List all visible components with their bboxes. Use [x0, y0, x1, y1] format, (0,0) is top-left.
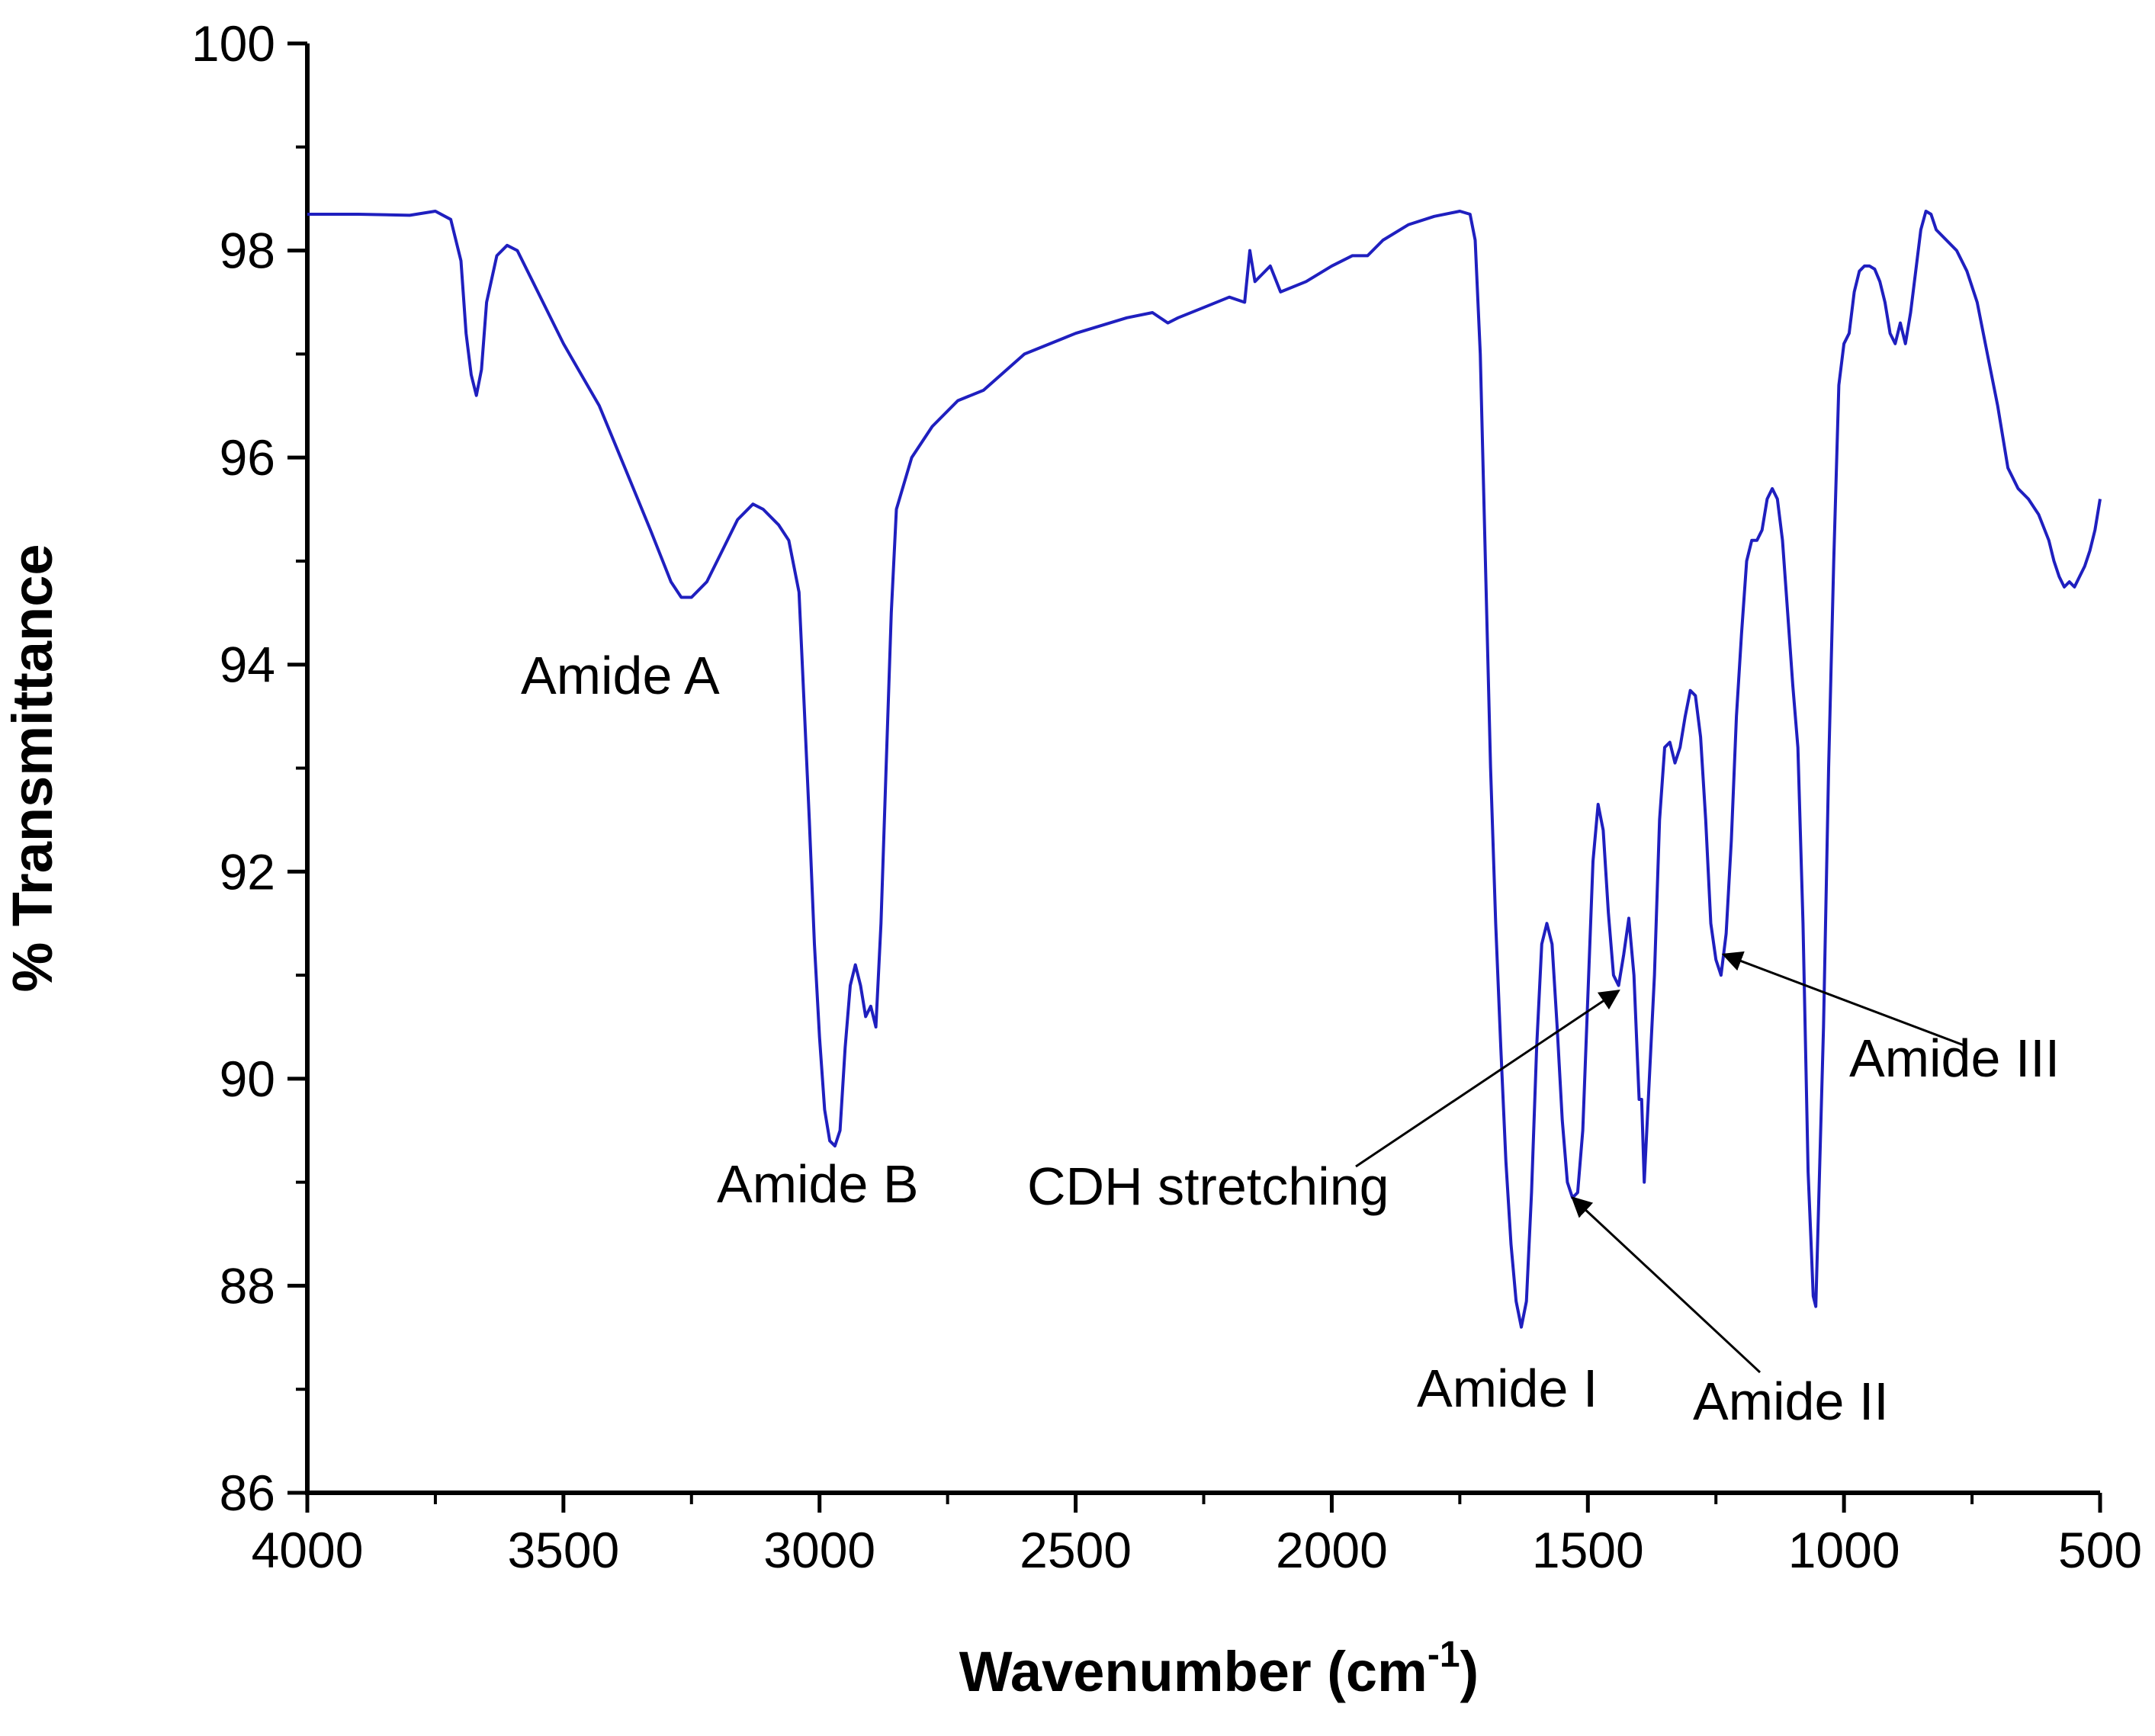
x-tick-label: 1500 [1532, 1522, 1644, 1578]
x-axis-title: Wavenumber (cm-1) [959, 1635, 1479, 1703]
spectrum-line [307, 210, 2102, 1329]
x-tick-label: 3500 [507, 1522, 619, 1578]
x-tick-label: 2500 [1020, 1522, 1132, 1578]
x-tick-label: 1000 [1788, 1522, 1900, 1578]
y-tick-label: 94 [220, 637, 275, 693]
y-tick-label: 92 [220, 843, 275, 900]
annotation-amide-b: Amide B [717, 1154, 919, 1214]
x-tick-label: 4000 [252, 1522, 364, 1578]
y-tick-label: 98 [220, 223, 275, 279]
x-axis-title-main: Wavenumber (cm [959, 1640, 1428, 1703]
y-tick-label: 86 [220, 1465, 275, 1521]
x-tick-label: 3000 [763, 1522, 875, 1578]
y-axis-ticks: 86 88 90 92 94 96 98 100 [191, 15, 307, 1521]
annotation-arrow-cdh-stretching [1355, 989, 1620, 1168]
x-tick-label: 500 [2058, 1522, 2142, 1578]
annotation-amide-ii: Amide II [1693, 1372, 1889, 1431]
annotation-amide-iii: Amide III [1849, 1028, 2060, 1088]
y-tick-label: 88 [220, 1257, 275, 1314]
annotation-amide-i: Amide I [1417, 1359, 1598, 1418]
y-tick-label: 96 [220, 429, 275, 486]
annotation-arrow-amide-iii [1721, 951, 1967, 1048]
x-tick-label: 2000 [1276, 1522, 1388, 1578]
annotation-arrow-amide-ii [1571, 1196, 1762, 1374]
plot-area: 4000 3500 3000 2500 2000 1500 1000 500 86 88 90 92… [191, 15, 2142, 1578]
annotation-amide-a: Amide A [521, 646, 720, 705]
x-axis-title-superscript: -1 [1428, 1635, 1460, 1675]
y-axis-title: % Transmittance [1, 544, 64, 992]
y-tick-label: 90 [220, 1051, 275, 1107]
y-tick-label: 100 [191, 15, 275, 72]
x-axis-title-suffix: ) [1460, 1640, 1479, 1703]
annotations: Amide A Amide B CDH stretching Amide I Amide… [521, 646, 2060, 1431]
x-axis-ticks: 4000 3500 3000 2500 2000 1500 1000 500 [252, 1493, 2142, 1578]
annotation-cdh-stretching: CDH stretching [1027, 1157, 1389, 1216]
